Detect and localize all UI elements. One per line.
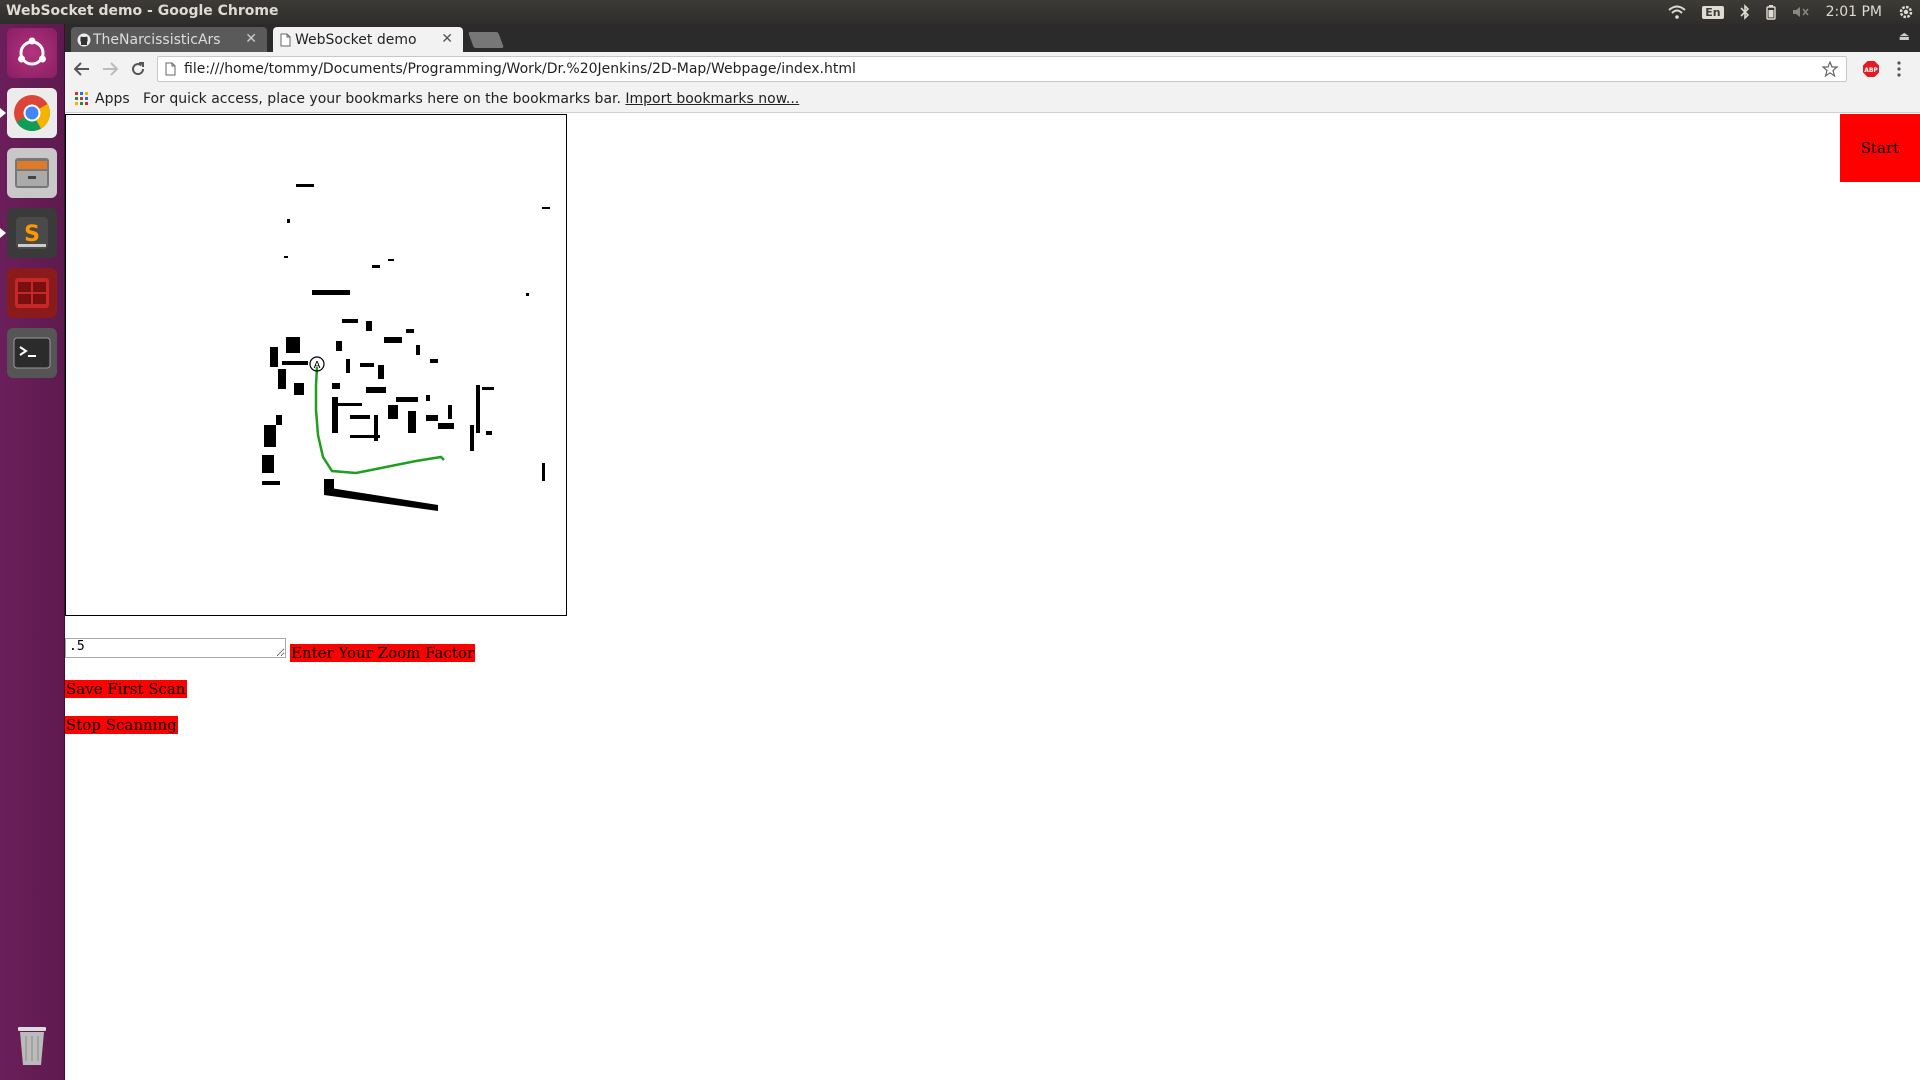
tab-strip: TheNarcissisticArsenal ✕ WebSocket demo … — [65, 24, 1920, 52]
page-content: A Start .5 Enter Your Zoom Factor Save F… — [65, 114, 1920, 1080]
map-canvas[interactable]: A — [65, 114, 567, 616]
keyboard-layout-indicator[interactable]: En — [1702, 5, 1724, 19]
save-first-scan-button[interactable]: Save First Scan — [65, 680, 187, 698]
robot-path — [314, 366, 445, 475]
url-text: file:///home/tommy/Documents/Programming… — [184, 61, 856, 77]
active-app-indicator — [0, 108, 6, 118]
chrome-menu-button[interactable] — [1888, 58, 1910, 80]
robot-marker-icon: A — [309, 356, 325, 372]
adblock-extension-icon[interactable]: ABP — [1860, 58, 1882, 80]
apps-grid-icon — [75, 92, 88, 105]
svg-text:S: S — [24, 222, 40, 247]
clock[interactable]: 2:01 PM — [1825, 4, 1882, 20]
battery-icon[interactable] — [1765, 4, 1776, 20]
github-icon — [77, 33, 91, 47]
system-tray: En 2:01 PM — [1668, 0, 1914, 24]
browser-toolbar: file:///home/tommy/Documents/Programming… — [65, 52, 1920, 86]
reload-button[interactable] — [127, 58, 149, 80]
bookmarks-hint: For quick access, place your bookmarks h… — [143, 91, 799, 107]
page-icon — [280, 33, 291, 47]
apps-label: Apps — [95, 91, 130, 107]
trash-icon[interactable] — [7, 1020, 57, 1070]
address-bar[interactable]: file:///home/tommy/Documents/Programming… — [157, 56, 1847, 82]
zoom-factor-button[interactable]: Enter Your Zoom Factor — [290, 644, 476, 662]
zoom-factor-input[interactable]: .5 — [65, 638, 286, 658]
tab-github[interactable]: TheNarcissisticArsenal ✕ — [71, 27, 267, 52]
svg-text:ABP: ABP — [1864, 67, 1878, 74]
apps-shortcut[interactable]: Apps — [75, 91, 130, 107]
app-grid-icon[interactable] — [7, 268, 57, 318]
close-icon[interactable]: ✕ — [441, 31, 453, 47]
forward-button[interactable] — [99, 58, 121, 80]
bookmarks-hint-text: For quick access, place your bookmarks h… — [143, 91, 621, 107]
files-icon[interactable] — [7, 148, 57, 198]
terminal-icon[interactable] — [7, 328, 57, 378]
start-button[interactable]: Start — [1840, 114, 1920, 182]
wifi-icon[interactable] — [1668, 5, 1686, 19]
ubuntu-dash-icon[interactable] — [7, 28, 57, 78]
page-icon — [165, 62, 176, 76]
bookmark-star-icon[interactable] — [1822, 61, 1838, 77]
occupancy-map: A — [262, 184, 550, 511]
launcher: S — [0, 24, 65, 1080]
user-menu-icon[interactable]: ⏏ — [1898, 29, 1910, 43]
new-tab-button[interactable] — [468, 32, 504, 48]
map-obstacles — [262, 184, 550, 511]
svg-text:A: A — [314, 360, 321, 371]
import-bookmarks-link[interactable]: Import bookmarks now... — [625, 91, 800, 107]
bookmarks-bar: Apps For quick access, place your bookma… — [65, 86, 1920, 113]
tab-label: TheNarcissisticArsenal — [93, 31, 221, 48]
top-panel: WebSocket demo - Google Chrome En 2:01 P… — [0, 0, 1920, 24]
sublime-text-icon[interactable]: S — [0, 208, 57, 258]
tab-label: WebSocket demo — [295, 31, 417, 48]
tab-websocket-demo[interactable]: WebSocket demo ✕ — [273, 27, 463, 52]
running-app-indicator — [0, 228, 6, 238]
gear-icon[interactable] — [1898, 4, 1914, 20]
chrome-icon[interactable] — [0, 88, 57, 138]
window-title: WebSocket demo - Google Chrome — [6, 3, 279, 19]
bluetooth-icon[interactable] — [1740, 4, 1750, 20]
close-icon[interactable]: ✕ — [245, 31, 257, 47]
volume-muted-icon[interactable] — [1792, 5, 1810, 19]
back-button[interactable] — [71, 58, 93, 80]
stop-scanning-button[interactable]: Stop Scanning — [65, 716, 178, 734]
